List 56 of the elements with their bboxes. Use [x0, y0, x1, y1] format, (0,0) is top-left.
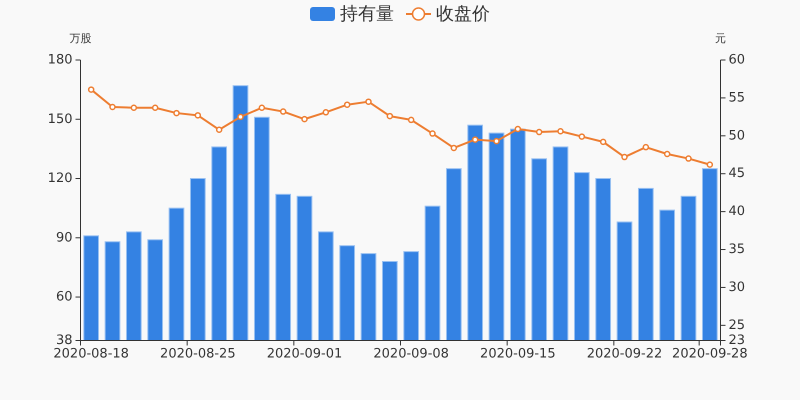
x-tick-label: 2020-09-28: [672, 346, 748, 362]
point: [557, 128, 564, 135]
point: [493, 138, 500, 144]
point: [301, 116, 308, 122]
y2-tick-label: 25: [728, 318, 746, 333]
y-tick-label: 180: [48, 52, 72, 68]
x-tick-label: 2020-09-22: [586, 346, 662, 362]
point: [429, 130, 436, 137]
y2-tick-label: 60: [728, 52, 746, 68]
point: [536, 128, 542, 136]
y2-tick-label: 30: [728, 280, 746, 295]
y2-tick-label: 40: [728, 204, 746, 220]
point: [258, 104, 266, 112]
point: [109, 104, 116, 110]
point: [173, 110, 180, 116]
x-tick-label: 2020-09-08: [373, 346, 449, 362]
x-tick-label: 2020-08-18: [53, 346, 129, 362]
point: [706, 161, 714, 168]
y2-axis-title: 元: [715, 32, 726, 45]
point: [408, 116, 414, 124]
point: [664, 150, 670, 158]
point: [365, 98, 372, 105]
point: [237, 114, 244, 120]
y2-tick-label: 35: [728, 242, 746, 258]
point: [642, 144, 650, 150]
point: [130, 104, 138, 112]
point: [322, 109, 330, 116]
point: [472, 136, 478, 143]
legend-label: 持有量: [340, 4, 394, 24]
point: [280, 108, 286, 115]
point: [194, 112, 202, 119]
point: [216, 126, 222, 133]
point: [685, 155, 692, 162]
y-tick-label: 120: [48, 171, 72, 186]
point: [386, 112, 394, 120]
y-tick-label: 60: [56, 290, 72, 305]
y-tick-label: 90: [56, 230, 72, 246]
point: [514, 126, 522, 132]
point: [450, 144, 458, 152]
y2-tick-label: 23: [728, 333, 746, 348]
y-axis-title: 万股: [70, 32, 92, 45]
point: [600, 138, 606, 146]
point: [152, 104, 158, 112]
point: [344, 101, 350, 108]
y-tick-label: 38: [56, 333, 72, 348]
legend-label: 收盘价: [436, 4, 490, 24]
y2-tick-label: 55: [728, 90, 746, 106]
y2-tick-label: 50: [728, 128, 746, 144]
point: [88, 86, 94, 93]
y-tick-label: 150: [48, 112, 72, 127]
x-tick-label: 2020-09-01: [266, 346, 342, 362]
point: [578, 133, 586, 140]
point: [621, 154, 628, 160]
x-tick-label: 2020-09-15: [480, 346, 556, 362]
y2-tick-label: 45: [728, 166, 746, 182]
x-tick-label: 2020-08-25: [160, 346, 236, 362]
